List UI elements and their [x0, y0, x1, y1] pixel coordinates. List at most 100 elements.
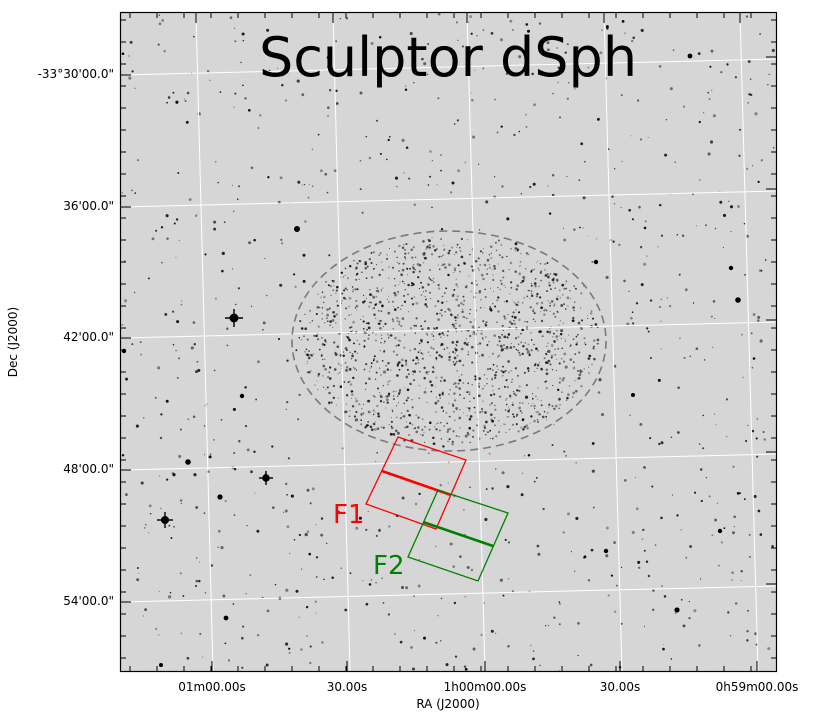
star: [284, 99, 288, 102]
star: [556, 47, 558, 49]
star: [349, 410, 351, 412]
star: [262, 329, 264, 331]
star: [448, 402, 450, 404]
star: [695, 225, 698, 227]
star: [387, 138, 390, 142]
star: [346, 336, 350, 339]
star: [136, 578, 140, 582]
star: [676, 233, 679, 236]
star: [420, 352, 423, 355]
star: [771, 48, 775, 53]
star: [550, 344, 554, 347]
star: [328, 254, 331, 257]
star: [414, 362, 417, 365]
star: [446, 422, 449, 425]
star: [419, 433, 422, 435]
star: [195, 579, 199, 583]
star: [580, 142, 584, 146]
star: [427, 351, 430, 353]
star: [423, 376, 426, 380]
star: [587, 66, 590, 69]
star: [518, 55, 522, 59]
star: [501, 324, 504, 327]
star: [537, 349, 539, 352]
star: [752, 165, 754, 167]
star: [733, 515, 737, 519]
star: [429, 355, 431, 357]
star: [432, 347, 435, 350]
star: [280, 242, 284, 245]
star: [478, 342, 482, 345]
star: [234, 40, 237, 43]
star: [298, 533, 301, 537]
star: [348, 339, 351, 342]
star: [597, 391, 601, 394]
star: [496, 299, 499, 302]
star: [731, 531, 736, 535]
star: [421, 253, 424, 255]
star: [396, 364, 399, 367]
star: [580, 307, 582, 309]
star: [494, 305, 497, 308]
star: [333, 368, 337, 371]
star: [547, 185, 549, 187]
star: [641, 538, 644, 540]
star: [358, 259, 362, 263]
star: [632, 36, 635, 40]
star: [757, 180, 760, 184]
star: [680, 529, 682, 531]
star: [453, 383, 455, 386]
star: [381, 261, 383, 263]
star: [520, 193, 523, 195]
star: [380, 342, 382, 344]
star: [614, 168, 616, 170]
star: [506, 345, 509, 348]
star: [489, 393, 493, 397]
star: [510, 286, 513, 289]
star: [731, 579, 733, 581]
star: [309, 645, 312, 648]
star: [455, 316, 459, 319]
star: [497, 239, 500, 242]
star: [121, 348, 127, 354]
star: [453, 272, 455, 274]
star: [469, 308, 472, 311]
star: [759, 33, 762, 36]
star: [527, 453, 531, 457]
star: [649, 437, 652, 440]
star: [236, 198, 239, 201]
star: [748, 93, 751, 96]
star: [345, 366, 349, 369]
star: [517, 311, 521, 314]
star: [404, 88, 408, 92]
star: [605, 275, 609, 279]
star: [434, 305, 437, 307]
star: [643, 262, 647, 266]
star: [136, 567, 139, 569]
star: [483, 424, 486, 428]
star: [577, 369, 579, 372]
star: [422, 353, 424, 355]
star: [469, 441, 471, 444]
star: [355, 397, 357, 400]
star: [232, 407, 236, 411]
star: [346, 288, 349, 291]
star: [396, 320, 399, 322]
star: [455, 298, 459, 302]
star: [679, 337, 681, 340]
star: [539, 664, 541, 667]
star: [467, 382, 469, 385]
star: [559, 603, 561, 605]
star: [443, 348, 446, 350]
star: [139, 341, 142, 344]
star: [182, 595, 185, 597]
star: [483, 263, 487, 267]
star: [514, 394, 518, 397]
star: [443, 244, 445, 246]
star: [390, 417, 392, 419]
star: [160, 507, 162, 510]
star: [503, 315, 506, 318]
star: [179, 499, 183, 502]
star: [431, 206, 433, 209]
star: [565, 283, 567, 285]
